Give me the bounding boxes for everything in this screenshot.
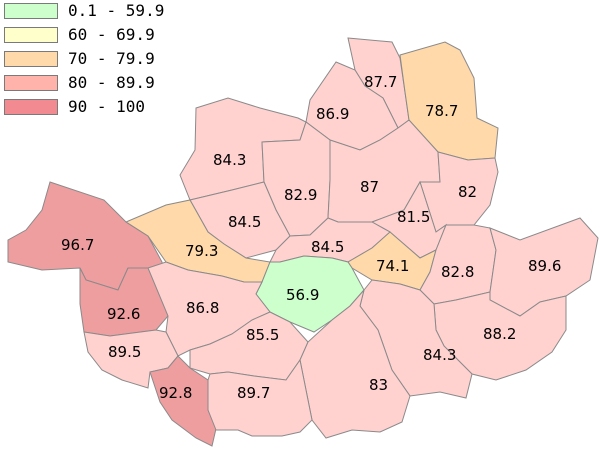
legend-swatch <box>4 99 58 115</box>
legend-label: 60 - 69.9 <box>68 25 155 44</box>
legend-swatch <box>4 3 58 19</box>
district-82-8-label: 82.8 <box>441 263 474 281</box>
district-96-7-label: 96.7 <box>61 236 94 254</box>
legend-swatch <box>4 75 58 91</box>
legend-item-2: 70 - 79.9 <box>0 49 170 70</box>
district-88-2-label: 88.2 <box>483 325 516 343</box>
district-89-7-shape <box>207 358 313 437</box>
district-82-label: 82 <box>458 183 477 201</box>
district-84-5-central-label: 84.5 <box>311 238 344 256</box>
district-86-9-label: 86.9 <box>316 105 349 123</box>
district-84-3-northwest-label: 84.3 <box>213 151 246 169</box>
legend-swatch <box>4 27 58 43</box>
legend-item-4: 90 - 100 <box>0 97 170 118</box>
district-78-7-label: 78.7 <box>425 102 458 120</box>
district-89-7-label: 89.7 <box>237 384 270 402</box>
legend-item-0: 0.1 - 59.9 <box>0 1 170 22</box>
legend-item-1: 60 - 69.9 <box>0 25 170 46</box>
district-78-7-shape <box>399 41 499 161</box>
district-85-5-label: 85.5 <box>246 326 279 344</box>
legend-label: 0.1 - 59.9 <box>68 1 165 20</box>
district-56-9-label: 56.9 <box>286 286 319 304</box>
legend-label: 80 - 89.9 <box>68 73 155 92</box>
district-81-5-label: 81.5 <box>397 208 430 226</box>
district-87-7-label: 87.7 <box>364 73 397 91</box>
district-84-3-southeast-label: 84.3 <box>423 346 456 364</box>
district-79-3-label: 79.3 <box>185 242 218 260</box>
district-92-6-label: 92.6 <box>107 305 140 323</box>
district-83-label: 83 <box>369 376 388 394</box>
district-74-1-label: 74.1 <box>376 257 409 275</box>
legend-label: 70 - 79.9 <box>68 49 155 68</box>
district-87-label: 87 <box>360 178 379 196</box>
district-92-8-label: 92.8 <box>159 384 192 402</box>
district-89-6-label: 89.6 <box>528 257 561 275</box>
district-84-5-west-label: 84.5 <box>228 213 261 231</box>
district-86-8-label: 86.8 <box>186 299 219 317</box>
district-89-5-label: 89.5 <box>108 343 141 361</box>
district-82-9-label: 82.9 <box>284 186 317 204</box>
legend-label: 90 - 100 <box>68 97 146 116</box>
legend-item-3: 80 - 89.9 <box>0 73 170 94</box>
legend-swatch <box>4 51 58 67</box>
